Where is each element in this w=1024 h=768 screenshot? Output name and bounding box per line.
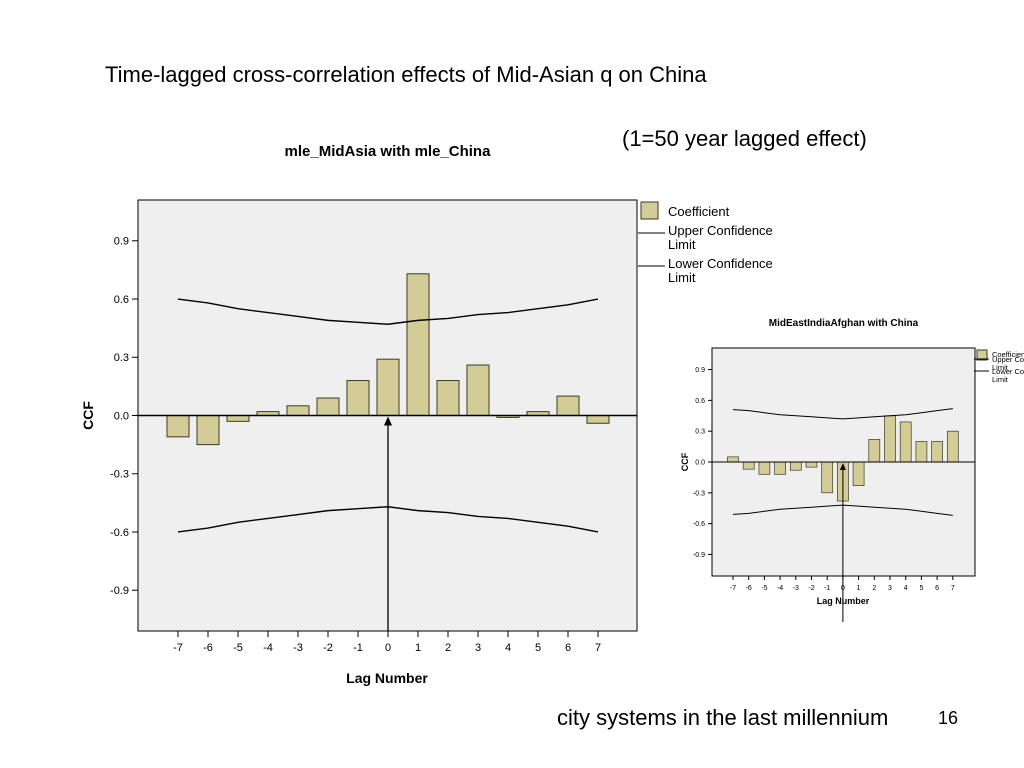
x-axis-label: Lag Number [346, 670, 428, 686]
bar-lag-6 [931, 441, 943, 463]
bar-lag-0 [376, 358, 400, 416]
bar-lag--4 [774, 461, 786, 475]
x-tick-label: 1 [857, 585, 861, 592]
legend-label-upper-limit: Limit [992, 363, 1009, 372]
lag-zero-arrow-head [839, 463, 846, 470]
x-tick-label: 6 [565, 642, 571, 654]
y-tick-label: 0.6 [114, 294, 129, 306]
slide-title: Time-lagged cross-correlation effects of… [105, 62, 707, 87]
x-tick-label: -1 [824, 585, 830, 592]
y-tick-label: 0.9 [114, 236, 129, 248]
x-tick-label: 1 [415, 642, 421, 654]
legend-label-upper-limit: Limit [668, 237, 696, 252]
x-tick-label: -7 [730, 585, 736, 592]
x-tick-label: -3 [793, 585, 799, 592]
y-tick-label: 0.0 [695, 459, 705, 466]
x-tick-label: 4 [904, 585, 908, 592]
x-tick-label: 2 [445, 642, 451, 654]
legend-label-upper: Upper Co [992, 355, 1024, 364]
bar-lag-6 [556, 395, 580, 416]
y-tick-label: -0.9 [110, 585, 129, 597]
legend-label-lower: Lower Confidence [668, 256, 773, 271]
bar-lag--6 [742, 461, 755, 470]
legend-label-coefficient: Coefficient [668, 204, 730, 219]
x-tick-label: 2 [872, 585, 876, 592]
bar-lag--1 [821, 461, 834, 494]
x-tick-label: -5 [233, 642, 243, 654]
x-tick-label: -4 [263, 642, 273, 654]
y-tick-label: 0.9 [695, 367, 705, 374]
y-tick-label: 0.3 [695, 429, 705, 436]
y-tick-label: -0.6 [693, 521, 705, 528]
secondary-ccf-chart: MidEastIndiaAfghan with China 0.9 0.6 0.3 0.… [680, 318, 1024, 622]
x-tick-label: 3 [888, 585, 892, 592]
bar-lag--7 [727, 456, 739, 463]
legend-label-lower: Lower Co [992, 367, 1024, 376]
x-tick-label: 7 [951, 585, 955, 592]
upper-confidence-line [177, 298, 599, 325]
bar-lag--7 [166, 415, 190, 438]
x-tick-label: 7 [595, 642, 601, 654]
y-axis-label: CCF [680, 452, 690, 471]
bar-lag--5 [226, 415, 250, 422]
y-tick-label: -0.3 [693, 490, 705, 497]
x-tick-label: -2 [323, 642, 333, 654]
bar-lag-5 [915, 441, 928, 463]
y-tick-label: -0.6 [110, 527, 129, 539]
y-tick-label: -0.9 [693, 552, 705, 559]
legend-label-lower-limit: Limit [668, 270, 696, 285]
page-number: 16 [938, 708, 959, 728]
legend-swatch-coefficient [640, 201, 659, 220]
x-tick-label: -3 [293, 642, 303, 654]
bar-lag--5 [758, 461, 771, 475]
legend-swatch-coefficient [976, 349, 988, 361]
y-tick-label: 0.3 [114, 352, 129, 364]
x-tick-label: 4 [505, 642, 511, 654]
x-tick-label: 6 [935, 585, 939, 592]
bar-lag-2 [868, 439, 881, 463]
chart-title: mle_MidAsia with mle_China [285, 143, 492, 160]
lag-zero-arrow-head [384, 416, 392, 426]
bar-lag-1 [852, 461, 865, 486]
bar-lag-7 [586, 415, 610, 424]
legend-label-upper: Upper Confidence [668, 223, 773, 238]
bar-lag--1 [346, 380, 370, 416]
slide-subtitle: (1=50 year lagged effect) [622, 126, 867, 151]
y-tick-label: 0.6 [695, 398, 705, 405]
bar-lag-2 [436, 380, 460, 416]
y-tick-label: 0.0 [114, 410, 129, 422]
x-tick-label: -2 [808, 585, 814, 592]
x-tick-label: 3 [475, 642, 481, 654]
legend-label-coefficient: Coefficient [992, 350, 1024, 359]
x-tick-label: 5 [919, 585, 923, 592]
upper-confidence-line [732, 408, 953, 420]
x-tick-label: 5 [535, 642, 541, 654]
bar-lag-3 [884, 415, 896, 463]
y-axis-label: CCF [80, 401, 96, 430]
y-tick-label: -0.3 [110, 469, 129, 481]
bar-lag-7 [946, 430, 959, 463]
x-tick-label: -6 [746, 585, 752, 592]
bar-lag--2 [316, 397, 340, 417]
legend-label-lower-limit: Limit [992, 375, 1009, 384]
bar-lag--2 [805, 461, 818, 468]
bar-lag--3 [789, 461, 802, 471]
chart-title: MidEastIndiaAfghan with China [769, 318, 919, 329]
slide-footer: city systems in the last millennium [557, 705, 889, 730]
x-tick-label: -1 [353, 642, 363, 654]
bar-lag-4 [899, 421, 912, 463]
bar-lag-3 [466, 364, 490, 416]
main-ccf-chart: mle_MidAsia with mle_China 0.9 0.6 0.3 0.0 -0… [80, 143, 773, 686]
bar-lag-1 [406, 273, 430, 416]
bar-lag--6 [196, 415, 220, 446]
bar-lag--3 [286, 405, 310, 416]
x-tick-label: -4 [777, 585, 783, 592]
x-tick-label: -6 [203, 642, 213, 654]
x-tick-label: 0 [385, 642, 391, 654]
x-tick-label: -7 [173, 642, 183, 654]
x-tick-label: -5 [761, 585, 767, 592]
